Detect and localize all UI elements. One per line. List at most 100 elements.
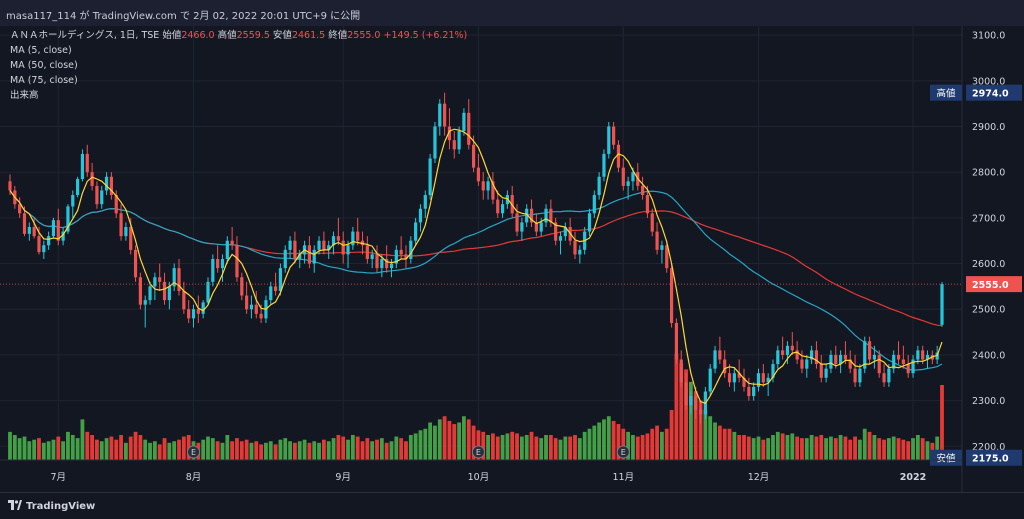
volume-bar xyxy=(317,442,321,460)
y-tick-label: 3000.0 xyxy=(972,76,1005,87)
volume-bar xyxy=(491,433,495,460)
volume-bar xyxy=(230,441,235,460)
volume-bar xyxy=(235,438,239,460)
candle-body xyxy=(370,254,374,259)
candle-body xyxy=(153,277,157,287)
volume-bar xyxy=(809,435,814,460)
legend-ma75[interactable]: MA (75, close) xyxy=(10,75,78,86)
volume-bar xyxy=(375,439,379,460)
candle-body xyxy=(911,359,915,374)
high-label: 高値 xyxy=(217,30,237,41)
volume-bar xyxy=(664,428,669,460)
candle-body xyxy=(167,286,171,301)
candle-body xyxy=(95,185,99,205)
close-label: 終値 xyxy=(328,30,348,41)
candle-body xyxy=(298,254,302,259)
volume-bar xyxy=(886,438,891,460)
legend-ma5[interactable]: MA (5, close) xyxy=(10,45,72,56)
volume-bar xyxy=(128,436,133,460)
volume-bar xyxy=(848,439,853,460)
volume-bar xyxy=(394,436,399,460)
volume-bar xyxy=(259,444,264,460)
volume-bar xyxy=(370,441,375,460)
volume-bar xyxy=(177,439,181,460)
candle-body xyxy=(47,236,51,246)
volume-bar xyxy=(95,439,99,460)
candle-body xyxy=(467,112,471,145)
candle-body xyxy=(457,131,461,150)
volume-bar xyxy=(268,441,273,460)
volume-bar xyxy=(264,442,268,460)
volume-bar xyxy=(355,436,360,460)
volume-bar xyxy=(220,442,225,460)
symbol-ohlc-row: ＡＮＡホールディングス, 1日, TSE 始値2466.0 高値2559.5 安… xyxy=(10,28,467,43)
volume-bar xyxy=(172,441,177,460)
candle-body xyxy=(901,359,905,365)
brand[interactable]: TradingView xyxy=(8,499,95,512)
candle-body xyxy=(838,354,843,365)
candle-body xyxy=(423,195,427,209)
candle-body xyxy=(520,222,524,232)
chart-background xyxy=(0,26,1024,492)
volume-bar xyxy=(41,442,46,460)
volume-bar xyxy=(505,433,510,460)
candle-body xyxy=(747,386,751,397)
earnings-marker: E xyxy=(616,445,630,459)
price-label-value: 2175.0 xyxy=(972,454,1009,465)
y-tick-label: 2500.0 xyxy=(972,305,1005,316)
candle-body xyxy=(612,126,616,145)
volume-bar xyxy=(413,433,418,460)
candle-body xyxy=(872,354,876,360)
volume-bar xyxy=(442,416,447,460)
candle-body xyxy=(182,290,186,310)
candle-body xyxy=(597,176,601,196)
volume-bar xyxy=(858,439,862,460)
volume-bar xyxy=(75,438,80,460)
volume-bar xyxy=(510,431,515,460)
candle-body xyxy=(892,354,896,369)
volume-bar xyxy=(829,436,833,460)
volume-bar xyxy=(669,410,674,460)
volume-bar xyxy=(679,363,684,460)
volume-bar xyxy=(307,442,312,460)
legend-ma50[interactable]: MA (50, close) xyxy=(10,60,78,71)
candle-body xyxy=(18,204,22,214)
legend-volume[interactable]: 出来高 xyxy=(10,90,39,101)
candle-body xyxy=(331,236,336,246)
candle-body xyxy=(177,268,181,291)
volume-bar xyxy=(780,433,785,460)
candle-body xyxy=(916,350,920,360)
candle-body xyxy=(727,373,732,383)
y-tick-label: 2700.0 xyxy=(972,213,1005,224)
volume-bar xyxy=(804,438,809,460)
volume-bar xyxy=(249,442,254,460)
candle-body xyxy=(206,281,210,303)
candle-body xyxy=(853,368,857,383)
price-chart[interactable]: E E E 2200.0 2300.0 2400.0 2500.0 2600.0 2700.0 2… xyxy=(0,26,1024,492)
volume-bar xyxy=(254,441,259,460)
candle-body xyxy=(341,240,345,255)
candle-body xyxy=(742,377,746,387)
volume-bar xyxy=(123,442,128,460)
volume-bar xyxy=(437,419,442,460)
volume-bar xyxy=(519,436,524,460)
volume-bar xyxy=(626,431,631,460)
volume-bar xyxy=(326,441,331,460)
y-tick-label: 2200.0 xyxy=(972,442,1005,453)
candle-body xyxy=(800,359,804,369)
earnings-marker-icon xyxy=(187,445,201,459)
volume-bar xyxy=(703,410,708,460)
candle-body xyxy=(761,373,765,383)
volume-bar xyxy=(138,435,143,460)
candle-body xyxy=(587,213,592,232)
volume-bar xyxy=(447,420,452,460)
x-tick-label: 11月 xyxy=(612,472,634,483)
volume-bar xyxy=(104,438,109,460)
price-label-tag xyxy=(930,84,962,101)
volume-bar xyxy=(157,444,162,460)
candle-body xyxy=(90,172,94,186)
earnings-marker-label: E xyxy=(621,448,626,457)
volume-bar xyxy=(80,419,85,460)
price-label-name: 高値 xyxy=(936,88,956,100)
candle-body xyxy=(795,350,799,360)
